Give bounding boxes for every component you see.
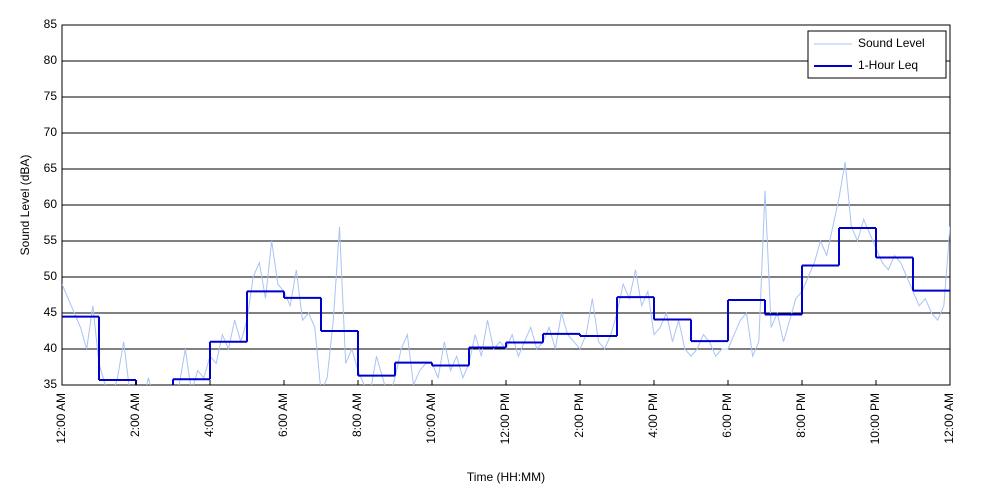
legend-label: 1-Hour Leq [858,58,918,72]
y-tick-label: 40 [44,341,58,355]
x-tick-label: 10:00 AM [424,393,438,444]
legend: Sound Level 1-Hour Leq [807,30,947,79]
x-tick-label: 2:00 AM [128,393,142,437]
x-tick-label: 8:00 AM [350,393,364,437]
y-tick-label: 85 [44,17,58,31]
y-tick-label: 75 [44,89,58,103]
y-tick-label: 65 [44,161,58,175]
y-tick-label: 70 [44,125,58,139]
x-tick-label: 2:00 PM [572,393,586,438]
y-tick-label: 55 [44,233,58,247]
x-tick-label: 4:00 AM [202,393,216,437]
y-tick-label: 60 [44,197,58,211]
x-tick-label: 12:00 AM [54,393,68,444]
x-tick-label: 6:00 AM [276,393,290,437]
x-tick-label: 8:00 PM [794,393,808,438]
lines [62,161,950,385]
y-axis-label: Sound Level (dBA) [18,155,32,256]
y-tick-label: 50 [44,269,58,283]
x-tick-label: 12:00 PM [498,393,512,444]
legend-label: Sound Level [858,36,925,50]
y-tick-label: 80 [44,53,58,67]
y-tick-label: 35 [44,377,58,391]
x-axis-label: Time (HH:MM) [467,470,545,484]
x-tick-label: 12:00 AM [942,393,956,444]
x-tick-label: 6:00 PM [720,393,734,438]
x-tick-label: 10:00 PM [868,393,882,444]
axes: 35 40 45 50 55 60 65 70 75 80 85 12:00 AM 2:00 AM 4:0… [44,17,957,444]
legend-box [807,30,947,79]
x-tick-label: 4:00 PM [646,393,660,438]
y-tick-label: 45 [44,305,58,319]
